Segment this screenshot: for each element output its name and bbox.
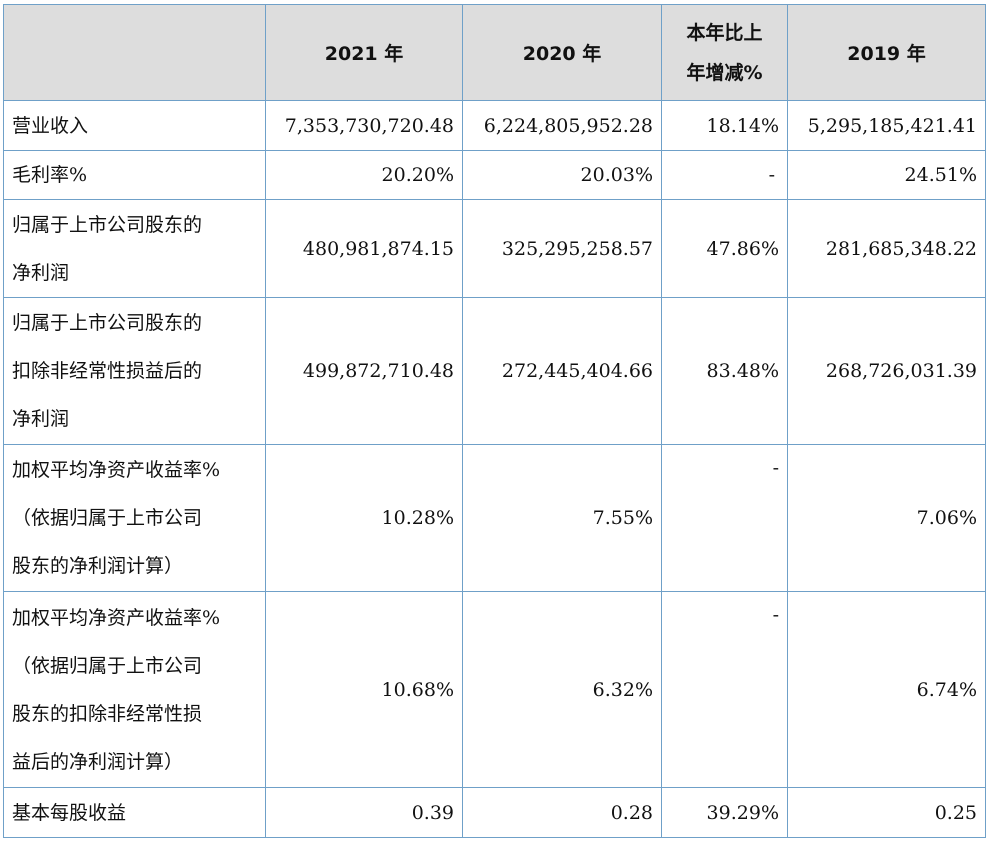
table-row: 加权平均净资产收益率% （依据归属于上市公司 股东的净利润计算） 10.28% … <box>3 444 986 592</box>
cell-2021: 20.20% <box>265 150 463 200</box>
row-label-line: 营业收入 <box>12 114 89 137</box>
cell-2020: 272,445,404.66 <box>462 297 662 445</box>
header-change: 本年比上 年增减% <box>661 4 788 101</box>
cell-change: 47.86% <box>661 199 788 298</box>
cell-change: 83.48% <box>661 297 788 445</box>
cell-2019: 24.51% <box>787 150 986 200</box>
header-change-line2: 年增减% <box>686 61 763 84</box>
table-row: 归属于上市公司股东的 净利润 480,981,874.15 325,295,25… <box>3 199 986 298</box>
cell-2021: 480,981,874.15 <box>265 199 463 298</box>
row-label-line: 归属于上市公司股东的 <box>12 213 203 236</box>
row-label: 营业收入 <box>3 100 266 151</box>
row-label: 归属于上市公司股东的 净利润 <box>3 199 266 298</box>
row-label-line: 加权平均净资产收益率% <box>12 459 221 481</box>
cell-2020: 0.28 <box>462 787 662 838</box>
row-label: 加权平均净资产收益率% （依据归属于上市公司 股东的扣除非经常性损 益后的净利润… <box>3 591 266 788</box>
header-change-line1: 本年比上 <box>686 21 763 44</box>
table-row: 加权平均净资产收益率% （依据归属于上市公司 股东的扣除非经常性损 益后的净利润… <box>3 591 986 788</box>
row-label-line: 股东的净利润计算） <box>12 555 184 577</box>
row-label-line: 净利润 <box>12 261 70 284</box>
table-row: 毛利率% 20.20% 20.03% - 24.51% <box>3 150 986 200</box>
header-2019: 2019 年 <box>787 4 986 101</box>
cell-2021: 499,872,710.48 <box>265 297 463 445</box>
cell-2019: 281,685,348.22 <box>787 199 986 298</box>
cell-2019: 6.74% <box>787 591 986 788</box>
cell-change: 18.14% <box>661 100 788 151</box>
row-label-line: 归属于上市公司股东的 <box>12 312 203 334</box>
cell-2020: 20.03% <box>462 150 662 200</box>
row-label: 毛利率% <box>3 150 266 200</box>
row-label-line: 益后的净利润计算） <box>12 750 184 773</box>
row-label-line: 基本每股收益 <box>12 801 127 824</box>
row-label-line: 股东的扣除非经常性损 <box>12 702 203 725</box>
cell-change: - <box>661 150 788 200</box>
table-row: 营业收入 7,353,730,720.48 6,224,805,952.28 1… <box>3 100 986 151</box>
cell-2020: 6,224,805,952.28 <box>462 100 662 151</box>
row-label-line: 加权平均净资产收益率% <box>12 606 221 629</box>
cell-2019: 0.25 <box>787 787 986 838</box>
cell-2021: 10.68% <box>265 591 463 788</box>
cell-2021: 7,353,730,720.48 <box>265 100 463 151</box>
row-label-line: 扣除非经常性损益后的 <box>12 360 203 382</box>
cell-2020: 6.32% <box>462 591 662 788</box>
cell-2021: 10.28% <box>265 444 463 592</box>
cell-2019: 268,726,031.39 <box>787 297 986 445</box>
row-label: 归属于上市公司股东的 扣除非经常性损益后的 净利润 <box>3 297 266 445</box>
table-row: 归属于上市公司股东的 扣除非经常性损益后的 净利润 499,872,710.48… <box>3 297 986 445</box>
cell-2019: 7.06% <box>787 444 986 592</box>
financial-table: 2021 年 2020 年 本年比上 年增减% 2019 年 营业收入 7,35… <box>3 4 986 838</box>
row-label-line: 毛利率% <box>12 164 88 186</box>
cell-2020: 325,295,258.57 <box>462 199 662 298</box>
cell-change: - <box>661 444 788 592</box>
row-label: 基本每股收益 <box>3 787 266 838</box>
row-label-line: 净利润 <box>12 408 70 430</box>
row-label-line: （依据归属于上市公司 <box>12 507 203 529</box>
cell-change: - <box>661 591 788 788</box>
cell-2020: 7.55% <box>462 444 662 592</box>
header-row: 2021 年 2020 年 本年比上 年增减% 2019 年 <box>3 4 986 101</box>
header-2021: 2021 年 <box>265 4 463 101</box>
cell-2021: 0.39 <box>265 787 463 838</box>
table-row: 基本每股收益 0.39 0.28 39.29% 0.25 <box>3 787 986 838</box>
row-label: 加权平均净资产收益率% （依据归属于上市公司 股东的净利润计算） <box>3 444 266 592</box>
row-label-line: （依据归属于上市公司 <box>12 654 203 677</box>
cell-change: 39.29% <box>661 787 788 838</box>
header-blank <box>3 4 266 101</box>
cell-2019: 5,295,185,421.41 <box>787 100 986 151</box>
header-2020: 2020 年 <box>462 4 662 101</box>
